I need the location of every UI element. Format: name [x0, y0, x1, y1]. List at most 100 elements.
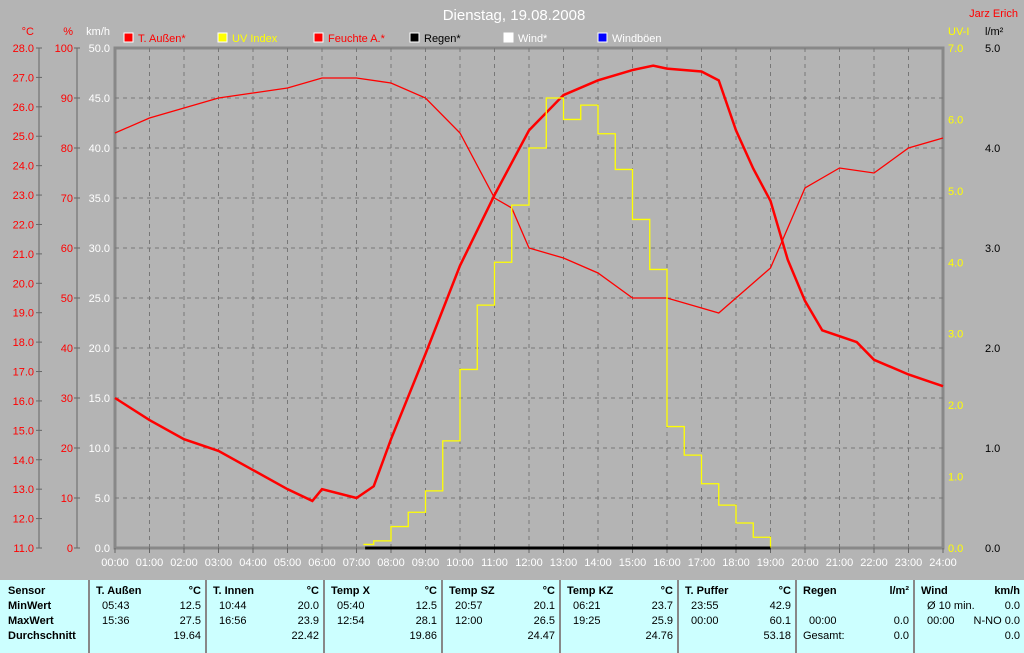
- column-unit: km/h: [994, 585, 1020, 597]
- chart-title: Dienstag, 19.08.2008: [443, 7, 586, 24]
- legend-swatch: [313, 32, 324, 43]
- x-tick-label: 06:00: [308, 557, 336, 569]
- tick-label-uv: 7.0: [948, 43, 963, 55]
- column-name: T. Puffer: [685, 585, 729, 597]
- tick-label-wind: 5.0: [95, 493, 110, 505]
- max-time: 00:00: [927, 615, 955, 627]
- column-unit: °C: [778, 585, 791, 597]
- tick-label-temp: 20.0: [13, 278, 34, 290]
- axis-unit-humidity: %: [63, 26, 73, 38]
- weather-chart: Dienstag, 19.08.2008 Jarz Erich T. Außen* U…: [13, 7, 1018, 569]
- row-label: MinWert: [8, 600, 52, 612]
- axis-unit-wind: km/h: [86, 26, 110, 38]
- max-value: 23.9: [297, 615, 319, 627]
- min-value: 12.5: [415, 600, 437, 612]
- x-tick-label: 24:00: [929, 557, 957, 569]
- axis-unit-uv: UV-I: [948, 26, 969, 38]
- x-tick-label: 10:00: [446, 557, 474, 569]
- legend-swatch: [503, 32, 514, 43]
- tick-label-temp: 14.0: [13, 455, 34, 467]
- column-t-puffer: T. Puffer °C 23:55 42.9 00:00 60.1 53.18: [677, 580, 795, 653]
- tick-label-humidity: 0: [67, 543, 73, 555]
- x-tick-label: 12:00: [515, 557, 543, 569]
- tick-label-wind: 35.0: [89, 193, 110, 205]
- max-value: 26.5: [533, 615, 555, 627]
- max-value: 60.1: [769, 615, 791, 627]
- max-time: 19:25: [573, 615, 601, 627]
- min-value: 23.7: [651, 600, 673, 612]
- avg-value: 22.42: [291, 630, 319, 642]
- tick-label-wind: 30.0: [89, 243, 110, 255]
- min-time: 05:43: [102, 600, 130, 612]
- max-value: 27.5: [179, 615, 201, 627]
- tick-label-humidity: 90: [61, 93, 73, 105]
- max-value: 25.9: [651, 615, 673, 627]
- axis-unit-rain: l/m²: [985, 26, 1004, 38]
- tick-label-temp: 28.0: [13, 43, 34, 55]
- x-tick-label: 05:00: [274, 557, 302, 569]
- tick-label-temp: 23.0: [13, 190, 34, 202]
- avg-value: 24.47: [527, 630, 555, 642]
- x-tick-label: 22:00: [860, 557, 888, 569]
- min-value: 12.5: [179, 600, 201, 612]
- x-tick-label: 00:00: [101, 557, 129, 569]
- avg-value: 0.0: [1004, 630, 1020, 642]
- tick-label-uv: 5.0: [948, 186, 963, 198]
- tick-label-temp: 13.0: [13, 484, 34, 496]
- tick-label-temp: 11.0: [13, 543, 34, 555]
- x-tick-label: 18:00: [722, 557, 750, 569]
- min-value: 0.0: [1004, 600, 1020, 612]
- column-unit: °C: [424, 585, 437, 597]
- tick-label-uv: 6.0: [948, 114, 963, 126]
- max-time: 12:54: [337, 615, 365, 627]
- tick-label-temp: 17.0: [13, 367, 34, 379]
- min-value: 42.9: [769, 600, 791, 612]
- column-temp-kz: Temp KZ °C 06:21 23.7 19:25 25.9 24.76: [559, 580, 677, 653]
- max-time: 00:00: [809, 615, 837, 627]
- legend-label: UV Index: [232, 33, 278, 45]
- series-t-außen-: [114, 64, 944, 503]
- axis-unit-temp: °C: [22, 26, 34, 38]
- tick-label-uv: 4.0: [948, 257, 963, 269]
- x-tick-label: 16:00: [653, 557, 681, 569]
- x-tick-label: 15:00: [619, 557, 647, 569]
- row-label: Sensor: [8, 585, 46, 597]
- tick-label-wind: 40.0: [89, 143, 110, 155]
- x-tick-label: 01:00: [136, 557, 164, 569]
- column-unit: l/m²: [889, 585, 909, 597]
- series-feuchte-a-: [114, 77, 944, 314]
- max-time: 12:00: [455, 615, 483, 627]
- tick-label-humidity: 50: [61, 293, 73, 305]
- max-value: N-NO 0.0: [973, 615, 1020, 627]
- tick-label-wind: 20.0: [89, 343, 110, 355]
- tick-label-temp: 27.0: [13, 72, 34, 84]
- x-tick-label: 03:00: [205, 557, 233, 569]
- tick-label-wind: 45.0: [89, 93, 110, 105]
- min-value: 20.0: [297, 600, 319, 612]
- column-regen: Regen l/m² 00:00 0.0 Gesamt: 0.0: [795, 580, 913, 653]
- x-tick-label: 19:00: [757, 557, 785, 569]
- avg-value: 19.64: [173, 630, 201, 642]
- column-name: Temp X: [331, 585, 370, 597]
- legend-swatch: [217, 32, 228, 43]
- tick-label-wind: 50.0: [89, 43, 110, 55]
- row-label: Durchschnitt: [8, 630, 76, 642]
- tick-label-rain: 4.0: [985, 143, 1000, 155]
- tick-label-rain: 1.0: [985, 443, 1000, 455]
- avg-value: 19.86: [409, 630, 437, 642]
- column-t-au-en: T. Außen °C 05:43 12.5 15:36 27.5 19.64: [88, 580, 205, 653]
- legend-label: Regen*: [424, 33, 461, 45]
- tick-label-humidity: 80: [61, 143, 73, 155]
- tick-label-temp: 15.0: [13, 425, 34, 437]
- statistics-table: Sensor MinWert MaxWert Durchschnitt T. Außen…: [0, 580, 1024, 653]
- author-label: Jarz Erich: [969, 8, 1018, 20]
- tick-label-wind: 25.0: [89, 293, 110, 305]
- column-unit: °C: [306, 585, 319, 597]
- min-time: 23:55: [691, 600, 719, 612]
- x-tick-label: 17:00: [688, 557, 716, 569]
- min-time: 10:44: [219, 600, 247, 612]
- tick-label-rain: 2.0: [985, 343, 1000, 355]
- column-name: T. Innen: [213, 585, 254, 597]
- column-name: Temp SZ: [449, 585, 495, 597]
- legend-label: Feuchte A.*: [328, 33, 386, 45]
